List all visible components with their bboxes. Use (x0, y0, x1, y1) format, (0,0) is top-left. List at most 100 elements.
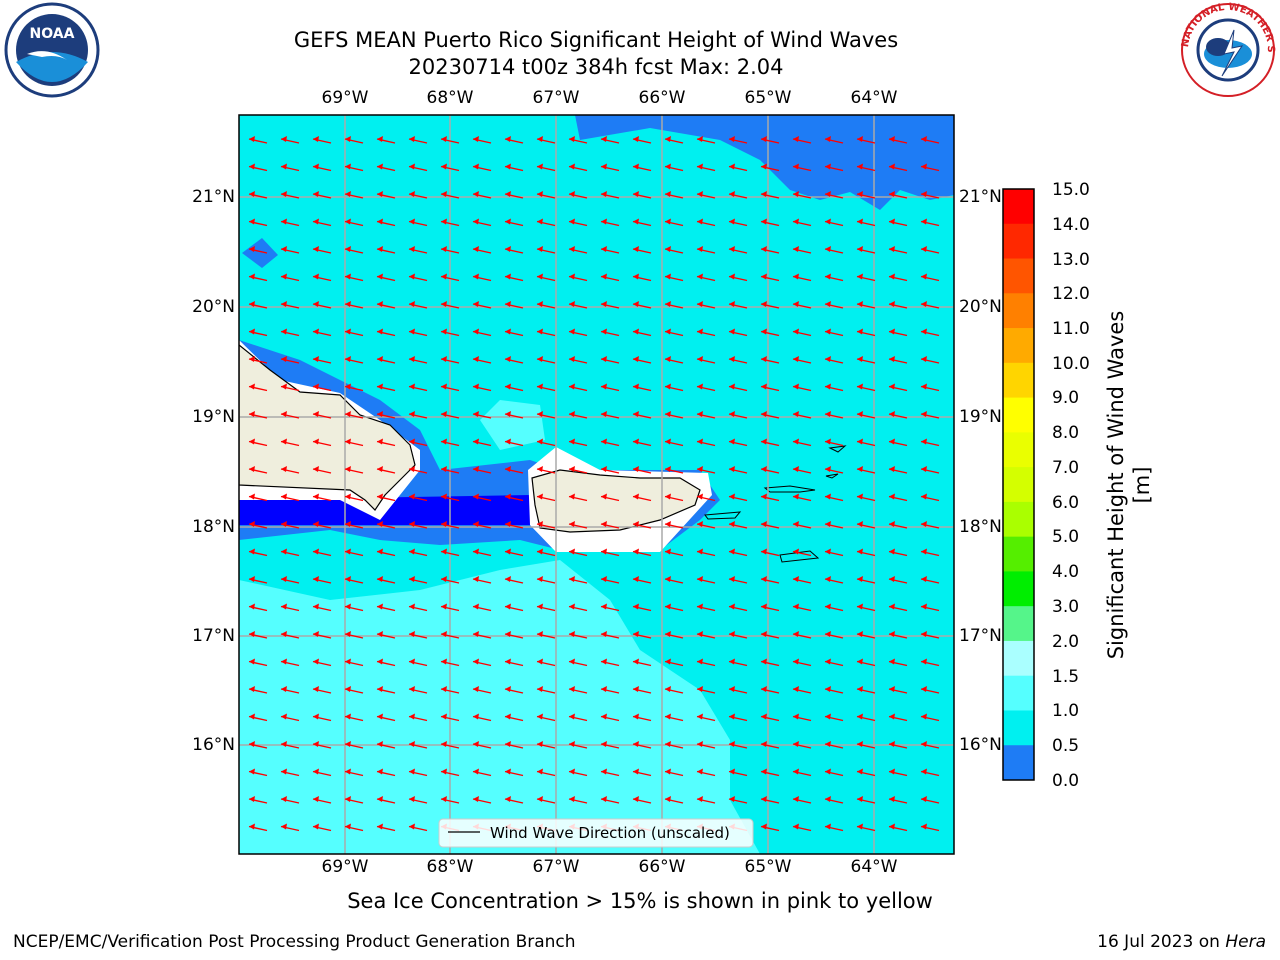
wind-arrow (888, 356, 908, 364)
wind-arrow (792, 741, 812, 749)
wind-arrow (600, 411, 620, 419)
colorbar-segment (1003, 745, 1034, 781)
wind-arrow (888, 823, 908, 832)
wind-arrow (888, 328, 908, 337)
wind-arrow (248, 741, 268, 749)
wind-arrow (632, 631, 652, 639)
wind-arrow (888, 466, 908, 474)
wind-arrow (792, 301, 812, 309)
lon-label-top: 65°W (744, 88, 792, 108)
wind-arrow (632, 301, 652, 309)
wind-arrow (376, 768, 396, 777)
wind-arrow (824, 658, 844, 667)
wind-arrow (632, 603, 652, 612)
wind-arrow (472, 438, 492, 447)
wind-arrow (792, 136, 812, 144)
wind-arrow (600, 163, 620, 172)
wind-arrow (504, 383, 524, 392)
wind-arrow (856, 576, 876, 584)
wind-arrow (248, 713, 268, 722)
wind-arrow (248, 548, 268, 557)
wind-arrow (504, 631, 524, 639)
wind-arrow (344, 741, 364, 749)
wind-arrow (920, 768, 940, 777)
wind-arrow (248, 576, 268, 584)
wind-arrow (792, 246, 812, 254)
wind-arrow (888, 301, 908, 309)
wind-arrow (888, 796, 908, 804)
wind-arrow (824, 768, 844, 777)
wind-arrow (504, 136, 524, 144)
wind-arrow (696, 191, 716, 199)
wind-arrow (504, 686, 524, 694)
wind-arrow (792, 823, 812, 832)
wind-arrow (536, 191, 556, 199)
lat-label-left: 18°N (192, 517, 235, 537)
wind-arrow (408, 246, 428, 254)
wind-arrow (888, 246, 908, 254)
colorbar-tick: 15.0 (1052, 180, 1090, 200)
wind-arrow (664, 356, 684, 364)
wind-arrow (696, 603, 716, 612)
wind-arrow (568, 246, 588, 254)
wind-arrow (472, 768, 492, 777)
wind-arrow (664, 273, 684, 282)
wind-arrow (760, 823, 780, 832)
wind-arrow (248, 163, 268, 172)
wind-arrow (888, 576, 908, 584)
wind-arrow (312, 301, 332, 309)
wind-arrow (312, 823, 332, 832)
wind-arrow (568, 796, 588, 804)
wind-arrow (728, 163, 748, 172)
wind-arrow (920, 356, 940, 364)
wind-arrow (472, 631, 492, 639)
wind-arrow (728, 383, 748, 392)
wind-arrow (344, 796, 364, 804)
wind-arrow (824, 191, 844, 199)
wind-arrow (824, 383, 844, 392)
wind-arrow (664, 438, 684, 447)
wind-arrow (472, 301, 492, 309)
wind-arrow (600, 328, 620, 337)
wind-arrow (408, 301, 428, 309)
wind-arrow (536, 218, 556, 227)
wind-arrow (696, 686, 716, 694)
wind-arrow (824, 576, 844, 584)
wind-arrow (472, 328, 492, 337)
wind-arrow (248, 658, 268, 667)
wind-arrow (632, 356, 652, 364)
wind-arrow (568, 631, 588, 639)
wind-arrow (824, 273, 844, 282)
colorbar-tick: 5.0 (1052, 527, 1080, 547)
wind-arrow (856, 383, 876, 392)
wind-arrow (248, 246, 268, 254)
wind-arrow (472, 796, 492, 804)
wind-arrow (888, 493, 908, 502)
lon-label-bottom: 69°W (321, 857, 369, 877)
wind-arrow (536, 438, 556, 447)
wind-arrow (504, 603, 524, 612)
colorbar-tick: 0.5 (1052, 736, 1080, 756)
wind-arrow (568, 328, 588, 337)
wind-arrow (504, 191, 524, 199)
wind-arrow (632, 218, 652, 227)
wind-arrow (696, 576, 716, 584)
sea-ice-note: Sea Ice Concentration > 15% is shown in … (347, 889, 933, 913)
wind-arrow (248, 328, 268, 337)
wind-arrow (472, 658, 492, 667)
wind-arrow (536, 383, 556, 392)
wind-arrow (408, 548, 428, 557)
wind-arrow (664, 741, 684, 749)
wind-arrow (248, 411, 268, 419)
wind-arrow (504, 466, 524, 474)
wind-arrow (440, 631, 460, 639)
wind-arrow (664, 466, 684, 474)
lon-label-bottom: 65°W (744, 857, 792, 877)
wind-arrow (888, 163, 908, 172)
legend-label: Wind Wave Direction (unscaled) (490, 824, 730, 842)
chart-title: GEFS MEAN Puerto Rico Significant Height… (293, 28, 899, 52)
lon-label-top: 66°W (638, 88, 686, 108)
wind-arrow (632, 246, 652, 254)
colorbar-tick: 4.0 (1052, 562, 1080, 582)
wind-arrow (376, 328, 396, 337)
